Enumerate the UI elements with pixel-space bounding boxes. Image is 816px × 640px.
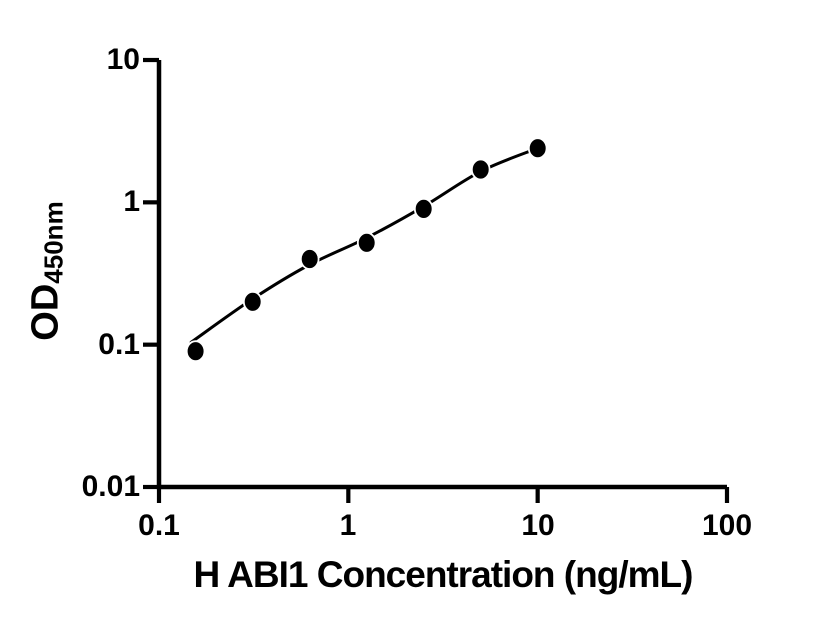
y-tick-label-10: 10 [106,43,140,76]
y-tick-label-1: 1 [123,185,140,218]
x-tick-label-0-1: 0.1 [138,509,180,542]
x-tick-label-100: 100 [701,509,753,542]
data-point-marker [242,290,263,313]
data-point-marker [470,158,491,181]
data-point-marker [413,197,434,220]
y-axis-title: OD450nm [24,201,69,341]
x-tick-label-10: 10 [521,509,555,542]
y-tick-label-0-01: 0.01 [81,470,140,503]
data-point-marker [527,137,548,160]
data-point-marker [299,248,320,270]
x-axis-title: H ABI1 Concentration (ng/mL) [193,554,694,595]
data-point-marker [185,340,206,363]
x-tick-label-1: 1 [339,509,357,542]
y-tick-label-0-1: 0.1 [98,328,140,361]
data-point-marker [356,231,377,254]
axis-spines [156,60,727,490]
y-axis-title-main: OD [24,283,67,341]
y-axis-title-subscript: 450nm [38,201,69,284]
